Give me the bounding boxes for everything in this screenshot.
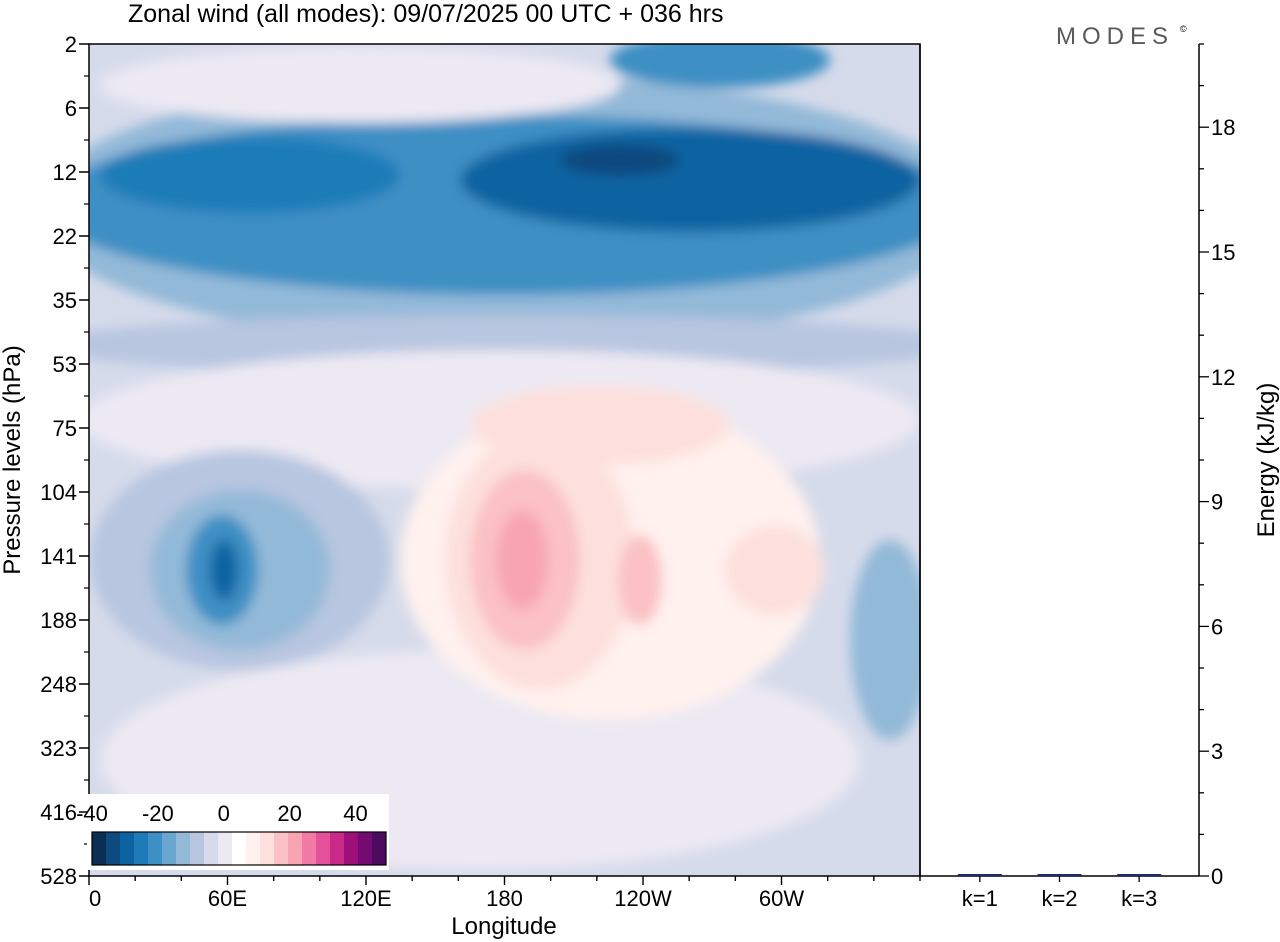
pressure-tick-label: 248 [40,672,77,697]
chart-title: Zonal wind (all modes): 09/07/2025 00 UT… [128,0,723,28]
longitude-tick-label: 60W [759,886,804,911]
wind-field [89,44,920,876]
pressure-tick-label: 528 [40,864,77,889]
longitude-tick-label: 60E [208,886,247,911]
energy-axis-label: Energy (kJ/kg) [1253,383,1280,538]
easterly-peak [210,540,238,600]
pressure-tick-label: 75 [53,416,77,441]
longitude-tick-label: 180 [486,886,523,911]
heatmap-panel: 2 6 12 22 35 53 75 104 141 188 248 323 416 528 0 60E 12… [0,32,921,940]
strat-band-core-west [100,137,400,213]
colorbar-frame [91,831,387,866]
colorbar-swatch [232,832,247,865]
energy-bar [1037,874,1082,876]
energy-bar [957,874,1002,876]
longitude-tick-label: 120W [614,886,672,911]
colorbar-swatch [260,832,275,865]
y-axis-label: Pressure levels (hPa) [0,345,26,574]
colorbar-label: 40 [343,801,367,826]
energy-panel: 0 3 6 9 12 15 18 k=1 k=2 k=3 Energy (kJ/kg) [919,43,1280,911]
colorbar-swatch [120,832,135,865]
pressure-tick-label: 323 [40,736,77,761]
strat-dark-spot [560,144,680,176]
colorbar-swatch [204,832,219,865]
westerly-eighty-w [725,525,825,615]
colorbar-swatch [302,832,317,865]
energy-tick-label: 9 [1211,490,1223,515]
colorbar-swatch [330,832,345,865]
bar-category-label: k=1 [962,886,998,911]
colorbar-swatch [358,832,373,865]
right-edge-easterly [850,540,920,740]
energy-bar [1117,874,1162,876]
colorbar-swatch [92,832,107,865]
colorbar-swatch [344,832,359,865]
bar-category-label: k=3 [1121,886,1157,911]
x-axis-label: Longitude [451,913,556,940]
brand-mark: © [1180,24,1187,34]
pressure-tick-label: 35 [53,288,77,313]
energy-tick-label: 0 [1211,864,1223,889]
bar-category-label: k=2 [1041,886,1077,911]
colorbar-swatch [134,832,149,865]
energy-tick-label: 12 [1211,365,1235,390]
energy-bars: k=1 k=2 k=3 [957,874,1162,911]
top-right-blue [610,44,830,88]
pressure-tick-label: 141 [40,544,77,569]
pressure-tick-label: 22 [53,224,77,249]
colorbar-swatch [176,832,191,865]
pressure-tick-label: 188 [40,608,77,633]
energy-tick-label: 15 [1211,240,1235,265]
pressure-tick-label: 104 [40,480,77,505]
energy-tick-label: 3 [1211,739,1223,764]
longitude-tick-label: 120E [340,886,391,911]
energy-tick-label: 18 [1211,115,1235,140]
pressure-tick-label: 6 [65,96,77,121]
colorbar-label: 20 [277,801,301,826]
colorbar-label: 0 [218,801,230,826]
energy-axis: 0 3 6 9 12 15 18 [1199,43,1235,889]
longitude-tick-label: 0 [89,886,101,911]
westerly-band-upper [470,385,730,465]
pressure-axis: 2 6 12 22 35 53 75 104 141 188 248 323 416 528 [40,32,89,889]
modes-logo: MODES © [1056,23,1187,50]
colorbar-swatch [274,832,289,865]
pressure-tick-label: 416 [40,800,77,825]
pressure-tick-label: 2 [65,32,77,57]
colorbar-swatch [246,832,261,865]
longitude-axis: 0 60E 120E 180 120W 60W [88,876,921,911]
colorbar-label: -20 [142,801,174,826]
westerly-west-w [618,535,662,625]
colorbar-swatch [288,832,303,865]
strat-band-core-east [460,128,920,232]
colorbar-swatch [162,832,177,865]
colorbar-label: -40 [76,801,108,826]
energy-tick-label: 6 [1211,614,1223,639]
colorbar-swatch [218,832,233,865]
colorbar-swatch [316,832,331,865]
pressure-tick-label: 53 [53,352,77,377]
colorbar: -40 -20 0 20 40 [76,794,389,870]
colorbar-swatch [372,832,387,865]
colorbar-swatch [148,832,163,865]
top-lightband [100,47,620,123]
pressure-tick-label: 12 [53,160,77,185]
westerly-core [496,510,548,610]
brand-text: MODES [1056,23,1174,50]
wind-field-blobs [89,44,920,870]
colorbar-swatch [190,832,205,865]
colorbar-swatch [106,832,121,865]
